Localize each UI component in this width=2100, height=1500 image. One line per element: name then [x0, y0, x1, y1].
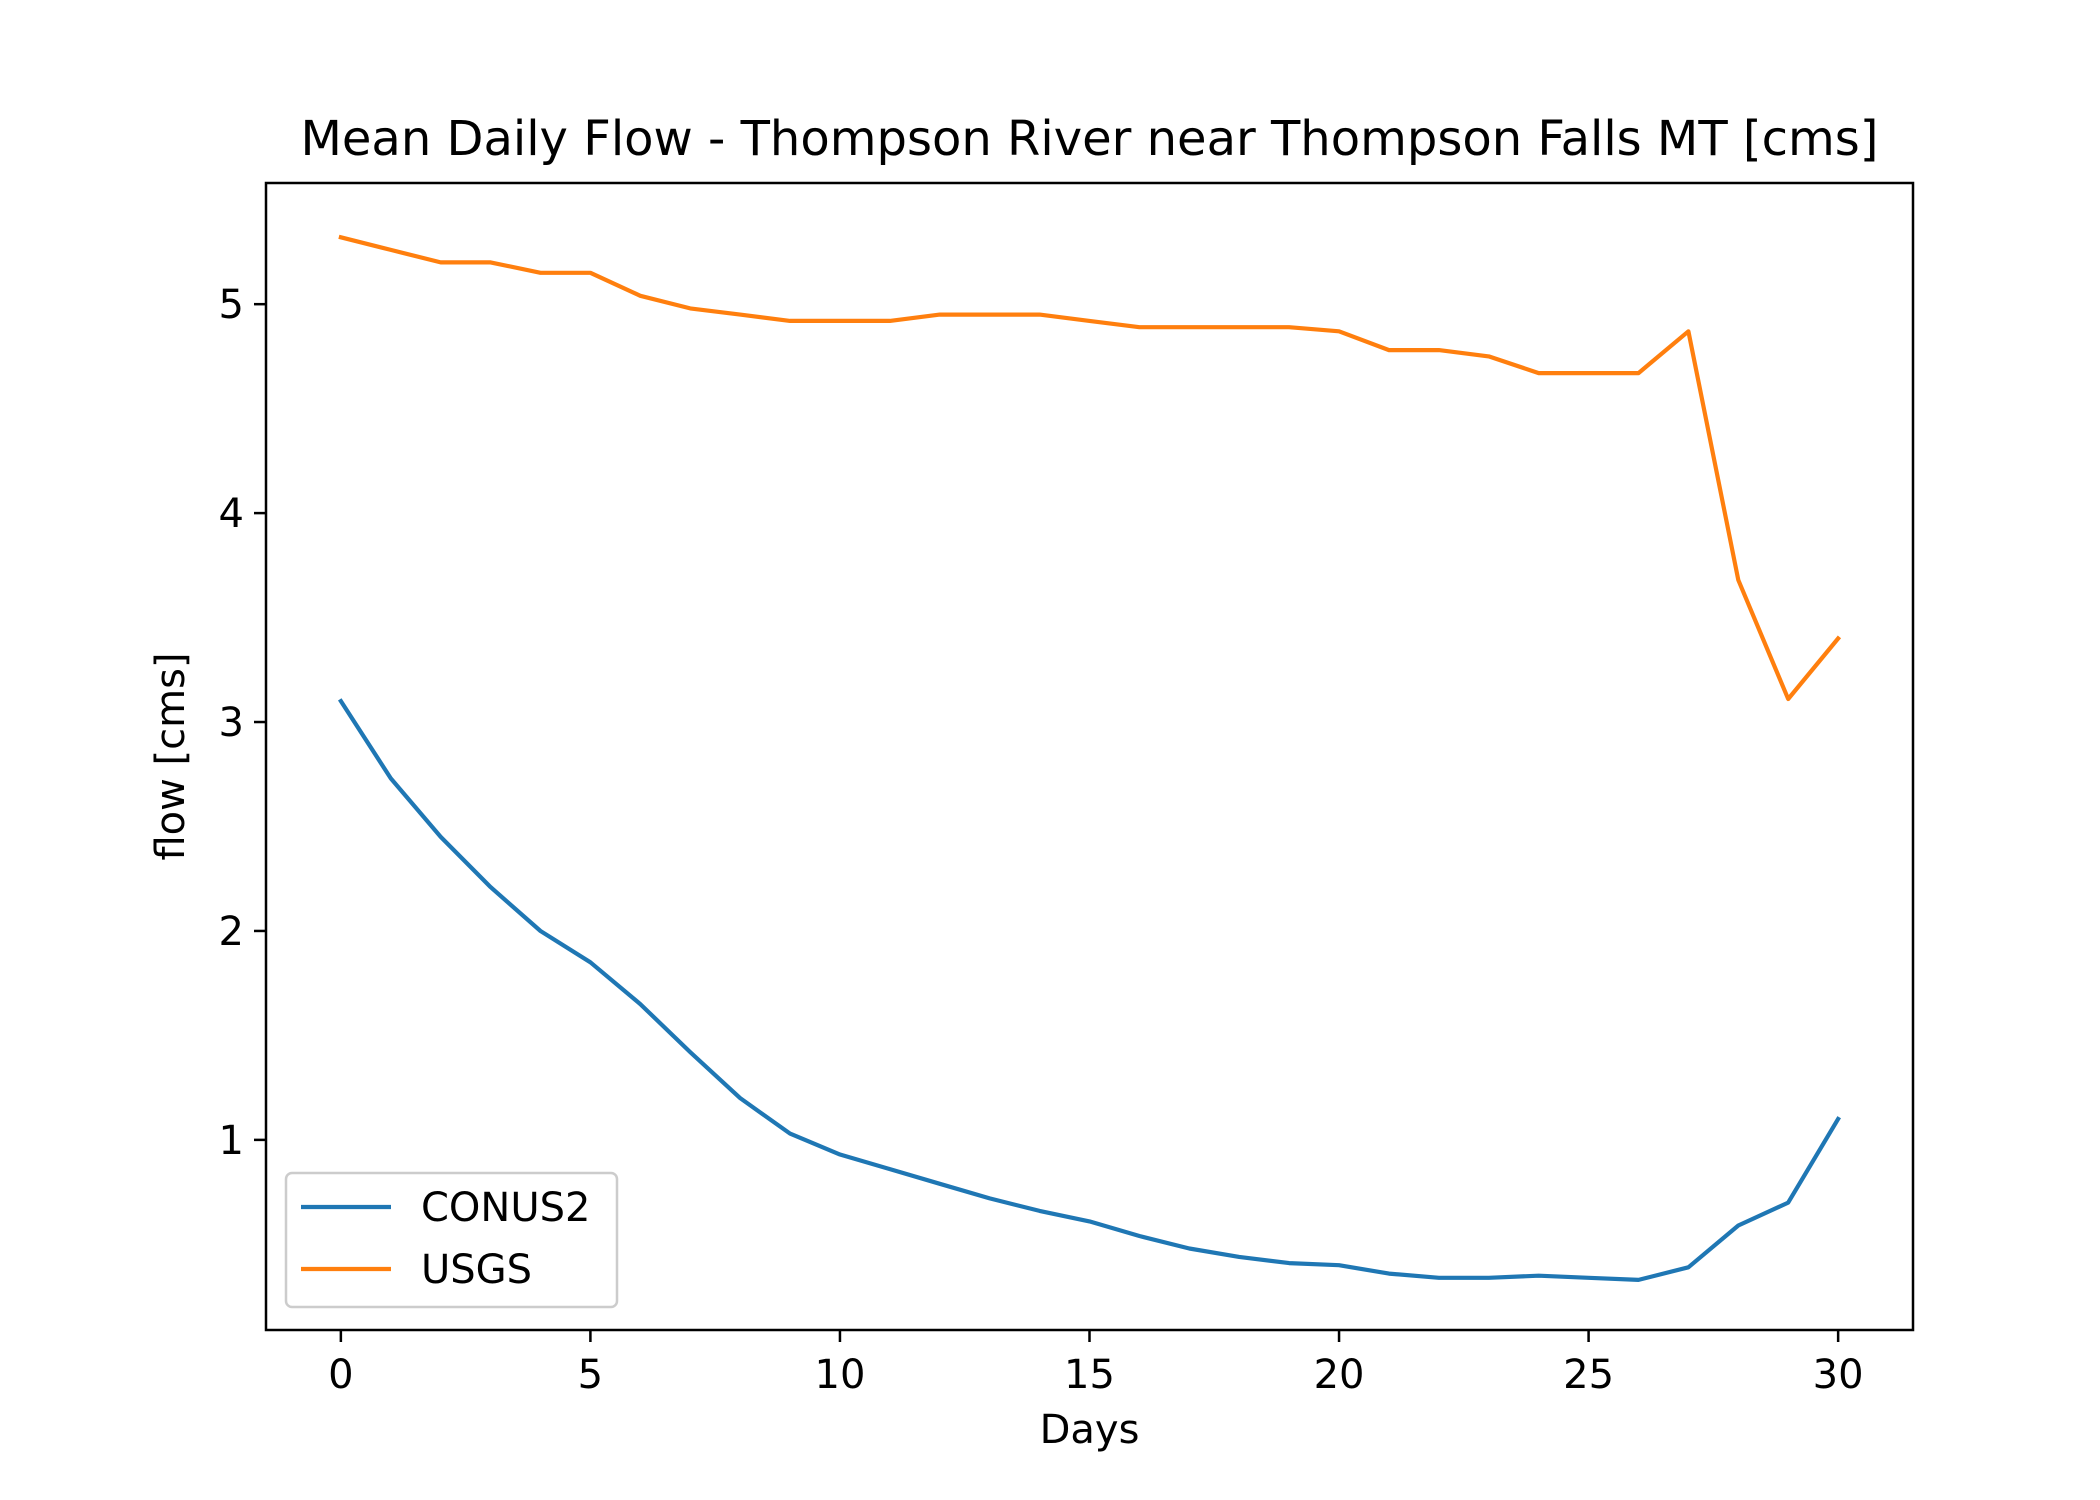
legend-label-usgs: USGS [421, 1247, 532, 1293]
y-tick-label: 4 [219, 491, 244, 537]
y-axis-label: flow [cms] [148, 652, 194, 860]
legend: CONUS2 USGS [284, 1171, 619, 1309]
x-axis-label: Days [1040, 1407, 1140, 1453]
series-line-conus2 [337, 698, 1841, 1283]
plot-area [266, 183, 1913, 1330]
plot-background [266, 183, 1913, 1330]
series-line-usgs [338, 234, 1842, 702]
x-tick-label: 0 [328, 1352, 353, 1398]
x-tick-label: 20 [1314, 1352, 1365, 1398]
axes-layer: 0 5 10 15 20 25 30 1 2 3 4 5 [219, 181, 1915, 1398]
x-tick-label: 30 [1813, 1352, 1864, 1398]
y-tick-label: 5 [219, 282, 244, 328]
y-tick-label: 3 [219, 700, 244, 746]
x-tick-label: 15 [1064, 1352, 1115, 1398]
y-tick-label: 2 [219, 909, 244, 955]
chart-title: Mean Daily Flow - Thompson River near Th… [300, 111, 1878, 167]
x-tick-label: 5 [578, 1352, 603, 1398]
x-tick-label: 25 [1563, 1352, 1614, 1398]
x-tick-label: 10 [815, 1352, 866, 1398]
legend-label-conus2: CONUS2 [421, 1185, 590, 1231]
y-tick-label: 1 [219, 1118, 244, 1164]
series-layer [337, 234, 1842, 1283]
